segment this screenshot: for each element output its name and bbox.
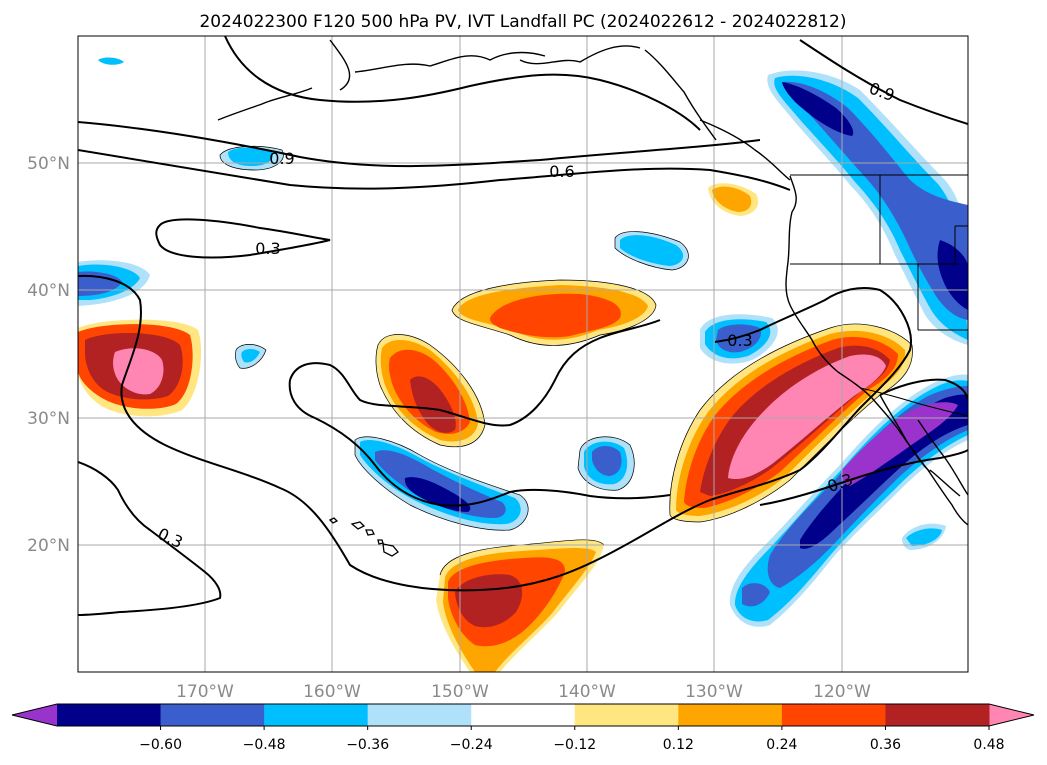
colorbar-segment	[471, 704, 576, 726]
colorbar-segment	[574, 704, 679, 726]
colorbar-segment	[781, 704, 886, 726]
colorbar-segment	[264, 704, 369, 726]
lat-tick-label: 40°N	[27, 281, 70, 301]
lat-tick-label: 50°N	[27, 154, 70, 174]
hawaii-islands	[328, 517, 399, 557]
lon-tick-label: 160°W	[303, 682, 361, 702]
political-borders	[790, 174, 968, 417]
patch-outlines	[219, 145, 913, 576]
colorbar-tick-label: 0.36	[870, 737, 901, 753]
colorbar-tick-label: 0.48	[973, 737, 1004, 753]
colorbar-segment	[678, 704, 783, 726]
colorbar-extend-max	[989, 704, 1034, 726]
longitude-labels: 170°W 160°W 150°W 140°W 130°W 120°W	[176, 682, 871, 702]
lon-tick-label: 140°W	[558, 682, 616, 702]
colorbar: −0.60 −0.48 −0.36 −0.24 −0.12 0.12 0.24 0.36 0.4…	[11, 703, 1035, 753]
colorbar-segment	[885, 704, 990, 726]
colorbar-outline	[11, 703, 1035, 727]
colorbar-tick-label: 0.24	[766, 737, 797, 753]
coastlines	[217, 39, 968, 526]
colorbar-extend-min	[12, 704, 57, 726]
latitude-labels: 50°N 40°N 30°N 20°N	[27, 154, 70, 556]
colorbar-segment	[367, 704, 472, 726]
colorbar-tick-label: −0.36	[346, 737, 389, 753]
lat-tick-label: 30°N	[27, 409, 70, 429]
pv-positive-patches	[78, 183, 913, 672]
contour-label: 0.3	[255, 239, 280, 258]
pc-contours	[78, 36, 968, 616]
pv-negative-patches	[78, 57, 968, 627]
colorbar-segment	[160, 704, 265, 726]
map-frame	[77, 35, 969, 673]
colorbar-tick-label: −0.60	[139, 737, 182, 753]
lon-tick-label: 130°W	[685, 682, 743, 702]
colorbar-tick-label: 0.12	[663, 737, 694, 753]
colorbar-segment	[57, 704, 162, 726]
lat-tick-label: 20°N	[27, 536, 70, 556]
lon-tick-label: 150°W	[431, 682, 489, 702]
lon-tick-label: 170°W	[176, 682, 234, 702]
contour-label: 0.3	[727, 331, 752, 350]
colorbar-tick-label: −0.12	[553, 737, 596, 753]
contour-label: 0.9	[269, 149, 294, 168]
colorbar-tick-label: −0.24	[450, 737, 493, 753]
lon-tick-label: 120°W	[813, 682, 871, 702]
colorbar-tick-label: −0.48	[243, 737, 286, 753]
map-area: 0.9 0.6 0.3 0.3 0.3 0.9 0.3	[78, 36, 968, 672]
contour-label: 0.6	[549, 162, 574, 181]
figure-title: 2024022300 F120 500 hPa PV, IVT Landfall…	[199, 12, 846, 32]
